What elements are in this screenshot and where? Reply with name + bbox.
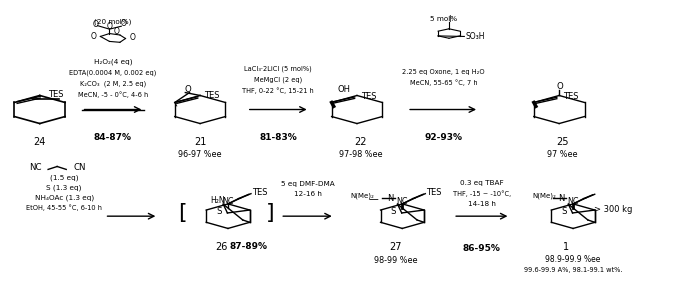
Text: NC: NC — [222, 197, 234, 206]
Text: S (1.3 eq): S (1.3 eq) — [46, 185, 82, 191]
Text: MeMgCl (2 eq): MeMgCl (2 eq) — [254, 76, 302, 83]
Text: ]: ] — [265, 203, 274, 223]
Text: I: I — [448, 15, 450, 24]
Text: 0.3 eq TBAF: 0.3 eq TBAF — [460, 180, 503, 186]
Text: MeCN, 55-65 °C, 7 h: MeCN, 55-65 °C, 7 h — [410, 79, 477, 86]
Text: (20 mol%): (20 mol%) — [94, 19, 132, 25]
Text: OH: OH — [338, 85, 351, 94]
Text: 27: 27 — [389, 242, 402, 252]
Text: 99.6-99.9 A%, 98.1-99.1 wt%.: 99.6-99.9 A%, 98.1-99.1 wt%. — [524, 267, 622, 273]
Text: 1: 1 — [563, 242, 569, 252]
Text: —: — — [368, 194, 378, 204]
Text: TES: TES — [251, 188, 267, 197]
Text: N: N — [387, 194, 393, 204]
Text: LaCl₃·2LiCl (5 mol%): LaCl₃·2LiCl (5 mol%) — [244, 65, 312, 72]
Text: TES: TES — [426, 188, 442, 197]
Text: S: S — [561, 207, 567, 216]
Text: MeCN, -5 - 0°C, 4-6 h: MeCN, -5 - 0°C, 4-6 h — [78, 91, 148, 98]
Text: THF, -15 ~ -10°C,: THF, -15 ~ -10°C, — [453, 190, 511, 197]
Text: K₂CO₃  (2 M, 2.5 eq): K₂CO₃ (2 M, 2.5 eq) — [80, 81, 146, 87]
Text: NC: NC — [568, 197, 579, 206]
Text: 87-89%: 87-89% — [230, 242, 268, 251]
Text: O: O — [90, 32, 97, 41]
Text: (1.5 eq): (1.5 eq) — [50, 175, 78, 181]
Text: H₂O₂(4 eq): H₂O₂(4 eq) — [94, 58, 132, 65]
Text: O: O — [113, 27, 120, 36]
Text: TES: TES — [48, 90, 63, 99]
Text: CN: CN — [74, 163, 85, 173]
Text: 2.25 eq Oxone, 1 eq H₂O: 2.25 eq Oxone, 1 eq H₂O — [402, 69, 484, 75]
Text: 84-87%: 84-87% — [94, 133, 132, 142]
Text: 96-97 %ee: 96-97 %ee — [178, 150, 222, 159]
Text: 86-95%: 86-95% — [463, 244, 500, 253]
Text: S: S — [391, 207, 396, 216]
Text: 22: 22 — [354, 137, 367, 147]
Text: O: O — [130, 33, 135, 42]
Text: N(Me)₂: N(Me)₂ — [351, 192, 374, 199]
Text: 24: 24 — [34, 137, 46, 147]
Text: 26: 26 — [215, 242, 228, 252]
Text: H₂N: H₂N — [210, 196, 225, 205]
Text: N: N — [558, 194, 565, 204]
Text: 98-99 %ee: 98-99 %ee — [374, 256, 417, 265]
Text: O: O — [556, 82, 564, 91]
Text: 25: 25 — [556, 137, 569, 147]
Text: 5 eq DMF-DMA: 5 eq DMF-DMA — [281, 181, 335, 187]
Text: EtOH, 45-55 °C, 6-10 h: EtOH, 45-55 °C, 6-10 h — [26, 205, 102, 211]
Text: 81-83%: 81-83% — [259, 133, 297, 142]
Text: O: O — [184, 85, 191, 94]
Text: 12-16 h: 12-16 h — [293, 191, 321, 197]
Text: TES: TES — [563, 92, 578, 101]
Text: 97-98 %ee: 97-98 %ee — [339, 150, 382, 159]
Text: N(Me)₂: N(Me)₂ — [532, 192, 556, 199]
Text: O: O — [92, 20, 99, 29]
Text: TES: TES — [204, 91, 219, 100]
Text: SO₃H: SO₃H — [466, 32, 485, 41]
Text: NC: NC — [396, 197, 408, 206]
Text: NC: NC — [29, 163, 42, 173]
Text: O: O — [106, 22, 113, 31]
Text: 21: 21 — [194, 137, 206, 147]
Text: THF, 0-22 °C, 15-21 h: THF, 0-22 °C, 15-21 h — [242, 87, 314, 94]
Text: [: [ — [178, 203, 187, 223]
Text: 92-93%: 92-93% — [424, 133, 463, 142]
Text: 5 mol%: 5 mol% — [430, 16, 457, 22]
Text: NH₄OAc (1.3 eq): NH₄OAc (1.3 eq) — [34, 194, 94, 201]
Text: TES: TES — [360, 91, 377, 101]
Text: > 300 kg: > 300 kg — [594, 205, 633, 214]
Text: 98.9-99.9 %ee: 98.9-99.9 %ee — [545, 255, 601, 264]
Text: S: S — [216, 207, 222, 216]
Text: 14-18 h: 14-18 h — [468, 201, 496, 206]
Text: 97 %ee: 97 %ee — [547, 150, 578, 159]
Text: O: O — [120, 19, 126, 28]
Text: EDTA(0.0004 M, 0.002 eq): EDTA(0.0004 M, 0.002 eq) — [69, 70, 157, 76]
